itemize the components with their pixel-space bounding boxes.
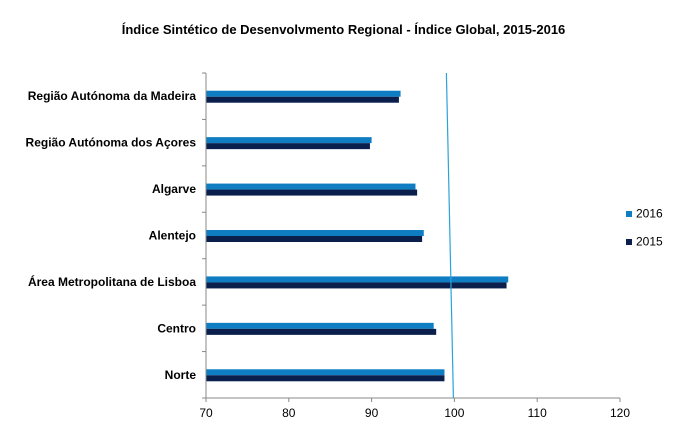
bar-2015: [206, 96, 399, 103]
category-label: Área Metropolitana de Lisboa: [28, 274, 196, 289]
bar-2015: [206, 375, 445, 382]
x-tick-label: 80: [282, 406, 296, 420]
bar-2016: [206, 137, 372, 144]
reference-line: [445, 72, 454, 399]
bar-2015: [206, 282, 507, 289]
bars: [206, 90, 509, 382]
x-axis-ticks: 70 80 90 100 110 120: [199, 398, 630, 420]
legend-swatch-2015: [626, 239, 632, 245]
legend-label-2015: 2015: [636, 235, 663, 249]
chart-title: Índice Sintético de Desenvolvmento Regio…: [121, 22, 566, 37]
x-tick-label: 110: [528, 406, 547, 420]
category-label: Região Autónoma da Madeira: [28, 89, 197, 103]
bar-2015: [206, 189, 418, 196]
legend-swatch-2016: [626, 211, 632, 217]
x-tick-label: 90: [365, 406, 379, 420]
category-label: Alentejo: [149, 229, 196, 243]
category-label: Norte: [165, 368, 197, 382]
bar-2016: [206, 322, 434, 329]
bar-2016: [206, 183, 416, 190]
bar-2015: [206, 328, 437, 335]
category-label: Região Autónoma dos Açores: [26, 136, 197, 150]
legend: 2016 2015: [626, 207, 663, 249]
category-labels: Região Autónoma da Madeira Região Autónom…: [26, 89, 197, 382]
x-tick-label: 70: [199, 406, 213, 420]
category-label: Centro: [157, 321, 196, 335]
y-axis-ticks: [202, 72, 206, 399]
bar-2015: [206, 143, 370, 150]
bar-2016: [206, 230, 424, 236]
bar-2016: [206, 276, 509, 283]
category-label: Algarve: [152, 182, 196, 196]
bar-2015: [206, 236, 423, 242]
legend-label-2016: 2016: [636, 207, 663, 221]
bar-2016: [206, 369, 445, 376]
x-tick-label: 100: [444, 406, 464, 420]
bar-2016: [206, 90, 401, 97]
x-tick-label: 120: [610, 406, 630, 420]
